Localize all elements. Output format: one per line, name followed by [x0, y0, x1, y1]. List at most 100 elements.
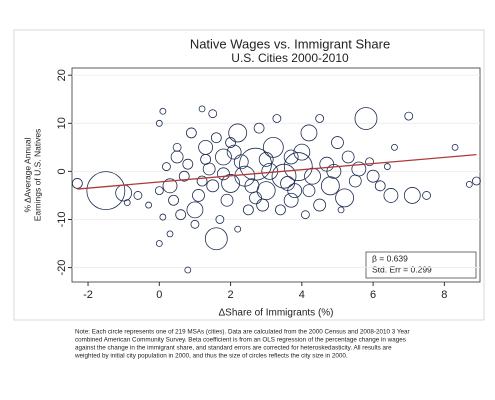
annotation-box: [365, 251, 477, 279]
x-tick-label: 4: [299, 289, 305, 301]
bubble: [300, 210, 310, 220]
bubble: [215, 215, 225, 224]
bubble: [155, 240, 163, 247]
x-tick-label: 6: [370, 289, 376, 301]
x-tick-label: 0: [156, 289, 162, 301]
bubble: [215, 148, 232, 166]
bubble: [287, 183, 303, 199]
bubble: [228, 123, 248, 143]
bubble: [383, 163, 391, 170]
bubble: [472, 176, 481, 186]
bubble: [178, 170, 190, 182]
bubble: [172, 142, 182, 152]
bubble: [220, 193, 234, 207]
note: Note: Each circle represents one of 219 …: [75, 329, 410, 336]
bubble: [168, 194, 179, 206]
bubble: [162, 178, 178, 194]
bubble: [354, 107, 378, 130]
bubble: [86, 171, 126, 211]
bubble: [283, 192, 299, 208]
x-tick-label: 8: [441, 289, 447, 301]
bubble: [293, 143, 311, 161]
x-tick-label: -2: [83, 289, 93, 301]
bubble: [154, 186, 164, 196]
bubble: [403, 187, 421, 204]
bubble: [383, 188, 399, 203]
bubble: [204, 227, 228, 251]
bubble: [159, 213, 167, 221]
y-axis-label: % ΔAverage Annual: [22, 137, 32, 212]
bubble: [221, 174, 240, 193]
bubble: [272, 114, 282, 123]
bubble: [133, 191, 143, 200]
bubble: [313, 198, 327, 212]
bubble: [242, 204, 254, 216]
bubble: [123, 199, 131, 207]
bubble: [166, 230, 174, 238]
y-tick-label: 0: [56, 168, 68, 174]
bubble: [315, 114, 325, 123]
bubble: [225, 137, 236, 148]
note: weighted by initial city population in 2…: [74, 353, 348, 360]
bubble: [184, 266, 192, 274]
bubble: [331, 136, 344, 149]
y-axis-label: Earnings of U.S. Natives: [32, 129, 42, 222]
bubble: [196, 175, 208, 187]
bubble: [302, 184, 316, 198]
bubble: [162, 162, 171, 171]
bubble: [155, 119, 163, 127]
y-tick-label: -20: [56, 260, 68, 276]
bubble: [262, 136, 284, 158]
bubble: [192, 189, 205, 202]
bubble: [233, 154, 249, 170]
bubble: [182, 158, 194, 170]
bubble: [249, 191, 262, 205]
bubble: [190, 219, 200, 229]
bubble: [253, 122, 265, 134]
bubble: [374, 180, 386, 192]
bubble: [208, 109, 218, 119]
bubble: [300, 124, 318, 142]
bubble: [283, 152, 313, 181]
x-tick-label: 2: [228, 289, 234, 301]
bubble: [217, 167, 230, 181]
bubble: [258, 151, 274, 167]
x-axis-label: ΔShare of Immigrants (%): [218, 308, 333, 319]
annotation: Std. Err = 0.299: [372, 264, 432, 274]
bubble: [283, 149, 299, 165]
bubble: [234, 225, 242, 233]
plot-frame: [71, 67, 481, 283]
bubble: [465, 180, 473, 188]
chart-title: Native Wages vs. Immigrant Share: [190, 36, 390, 51]
fit-line: [77, 153, 477, 190]
bubble: [365, 157, 374, 167]
y-tick-label: 20: [56, 69, 68, 81]
bubble: [226, 144, 242, 160]
bubble: [210, 132, 222, 144]
bubble: [451, 143, 459, 151]
bubble: [348, 174, 362, 188]
bubble: [186, 201, 204, 219]
bubble: [159, 107, 167, 115]
annotation: β = 0.639: [372, 253, 408, 263]
chart-subtitle: U.S. Cities 2000-2010: [231, 51, 349, 65]
y-tick-label: -10: [56, 212, 68, 228]
note: against the change in the immigrant shar…: [75, 345, 392, 352]
bubble: [206, 179, 220, 193]
bubble: [404, 111, 414, 121]
bubble: [337, 206, 345, 214]
bubble: [198, 105, 206, 113]
bubble: [326, 163, 342, 179]
bubble: [335, 188, 354, 208]
bubble: [145, 201, 153, 209]
bubble: [256, 198, 270, 212]
note: combined American Community Survey. Beta…: [75, 337, 406, 344]
bubble: [391, 143, 398, 151]
bubble: [271, 163, 297, 189]
bubble: [185, 127, 197, 139]
bubble: [200, 153, 212, 165]
y-tick-label: 10: [56, 117, 68, 129]
bubble: [422, 191, 431, 200]
